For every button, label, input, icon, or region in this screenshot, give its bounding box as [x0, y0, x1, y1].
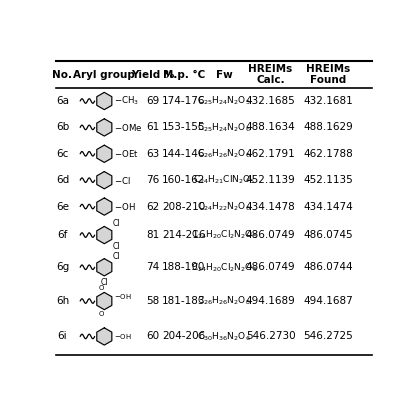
Text: Aryl group: Aryl group: [73, 70, 135, 79]
Text: $-$OH: $-$OH: [114, 201, 136, 212]
Text: $-$OH: $-$OH: [114, 332, 132, 341]
Text: 144-146: 144-146: [162, 149, 205, 159]
Text: 160-162: 160-162: [162, 175, 205, 185]
Text: 494.1687: 494.1687: [304, 296, 353, 306]
Text: 546.2730: 546.2730: [246, 331, 295, 342]
Text: 488.1634: 488.1634: [246, 122, 295, 133]
Text: $-$OEt: $-$OEt: [114, 148, 139, 159]
Text: Cl: Cl: [113, 242, 120, 251]
Text: C$_{26}$H$_{26}$N$_2$O$_6$: C$_{26}$H$_{26}$N$_2$O$_6$: [197, 148, 251, 160]
Text: O: O: [98, 311, 103, 317]
Polygon shape: [97, 328, 112, 345]
Text: O: O: [98, 285, 103, 291]
Text: $-$OH: $-$OH: [114, 292, 132, 301]
Text: 214-216: 214-216: [162, 230, 205, 240]
Text: 6i: 6i: [58, 331, 67, 342]
Text: 434.1478: 434.1478: [246, 201, 295, 212]
Text: 6h: 6h: [56, 296, 69, 306]
Polygon shape: [97, 171, 112, 189]
Text: 6d: 6d: [56, 175, 69, 185]
Text: C$_{25}$H$_{24}$N$_2$O$_6$: C$_{25}$H$_{24}$N$_2$O$_6$: [197, 121, 251, 134]
Text: 181-183: 181-183: [162, 296, 205, 306]
Text: 74: 74: [146, 262, 160, 272]
Text: 486.0744: 486.0744: [304, 262, 353, 272]
Text: 58: 58: [146, 296, 160, 306]
Text: 462.1788: 462.1788: [304, 149, 353, 159]
Text: Cl: Cl: [100, 278, 108, 288]
Text: 76: 76: [146, 175, 160, 185]
Text: 60: 60: [146, 331, 160, 342]
Text: 153-155: 153-155: [162, 122, 205, 133]
Text: C$_{24}$H$_{20}$Cl$_2$N$_2$O$_5$: C$_{24}$H$_{20}$Cl$_2$N$_2$O$_5$: [190, 229, 257, 241]
Polygon shape: [97, 119, 112, 136]
Text: 6f: 6f: [57, 230, 68, 240]
Text: $-$OMe: $-$OMe: [114, 122, 143, 133]
Text: C$_{24}$H$_{20}$Cl$_2$N$_2$O$_5$: C$_{24}$H$_{20}$Cl$_2$N$_2$O$_5$: [190, 261, 257, 273]
Text: C$_{26}$H$_{26}$N$_2$O$_8$: C$_{26}$H$_{26}$N$_2$O$_8$: [197, 295, 251, 307]
Text: 62: 62: [146, 201, 160, 212]
Text: 61: 61: [146, 122, 160, 133]
Text: C$_{25}$H$_{24}$N$_2$O$_5$: C$_{25}$H$_{24}$N$_2$O$_5$: [197, 95, 251, 107]
Text: HREIMs
Calc.: HREIMs Calc.: [249, 64, 293, 85]
Text: 488.1629: 488.1629: [304, 122, 353, 133]
Text: 462.1791: 462.1791: [246, 149, 295, 159]
Text: 432.1681: 432.1681: [304, 96, 353, 106]
Text: 81: 81: [146, 230, 160, 240]
Text: C$_{30}$H$_{36}$N$_2$O$_6$: C$_{30}$H$_{36}$N$_2$O$_6$: [197, 330, 251, 343]
Text: 188-190: 188-190: [162, 262, 205, 272]
Polygon shape: [97, 92, 112, 110]
Text: C$_{24}$H$_{22}$N$_2$O$_6$: C$_{24}$H$_{22}$N$_2$O$_6$: [197, 200, 251, 213]
Text: 434.1474: 434.1474: [304, 201, 353, 212]
Polygon shape: [97, 198, 112, 215]
Text: 432.1685: 432.1685: [246, 96, 295, 106]
Text: 204-206: 204-206: [162, 331, 205, 342]
Text: 208-210: 208-210: [162, 201, 205, 212]
Text: Cl: Cl: [113, 252, 120, 261]
Text: Yield %: Yield %: [132, 70, 175, 79]
Text: 486.0745: 486.0745: [304, 230, 353, 240]
Text: 546.2725: 546.2725: [304, 331, 353, 342]
Polygon shape: [97, 227, 112, 244]
Text: No.: No.: [52, 70, 73, 79]
Text: 494.1689: 494.1689: [246, 296, 295, 306]
Text: $-$Cl: $-$Cl: [114, 175, 131, 186]
Text: 6c: 6c: [56, 149, 68, 159]
Text: M.p. °C: M.p. °C: [163, 69, 205, 80]
Text: 6b: 6b: [56, 122, 69, 133]
Polygon shape: [97, 145, 112, 163]
Text: 69: 69: [146, 96, 160, 106]
Text: 486.0749: 486.0749: [246, 262, 295, 272]
Text: HREIMs
Found: HREIMs Found: [306, 64, 351, 85]
Text: 452.1139: 452.1139: [246, 175, 295, 185]
Text: 6g: 6g: [56, 262, 69, 272]
Text: 6e: 6e: [56, 201, 69, 212]
Text: 174-176: 174-176: [162, 96, 205, 106]
Text: Fw: Fw: [215, 70, 232, 79]
Text: C$_{24}$H$_{21}$ClN$_2$O$_5$: C$_{24}$H$_{21}$ClN$_2$O$_5$: [193, 174, 255, 186]
Polygon shape: [97, 259, 112, 276]
Text: 63: 63: [146, 149, 160, 159]
Text: 452.1135: 452.1135: [304, 175, 353, 185]
Polygon shape: [97, 293, 112, 310]
Text: $-$CH$_3$: $-$CH$_3$: [114, 95, 139, 107]
Text: Cl: Cl: [113, 219, 120, 228]
Text: 486.0749: 486.0749: [246, 230, 295, 240]
Text: 6a: 6a: [56, 96, 69, 106]
